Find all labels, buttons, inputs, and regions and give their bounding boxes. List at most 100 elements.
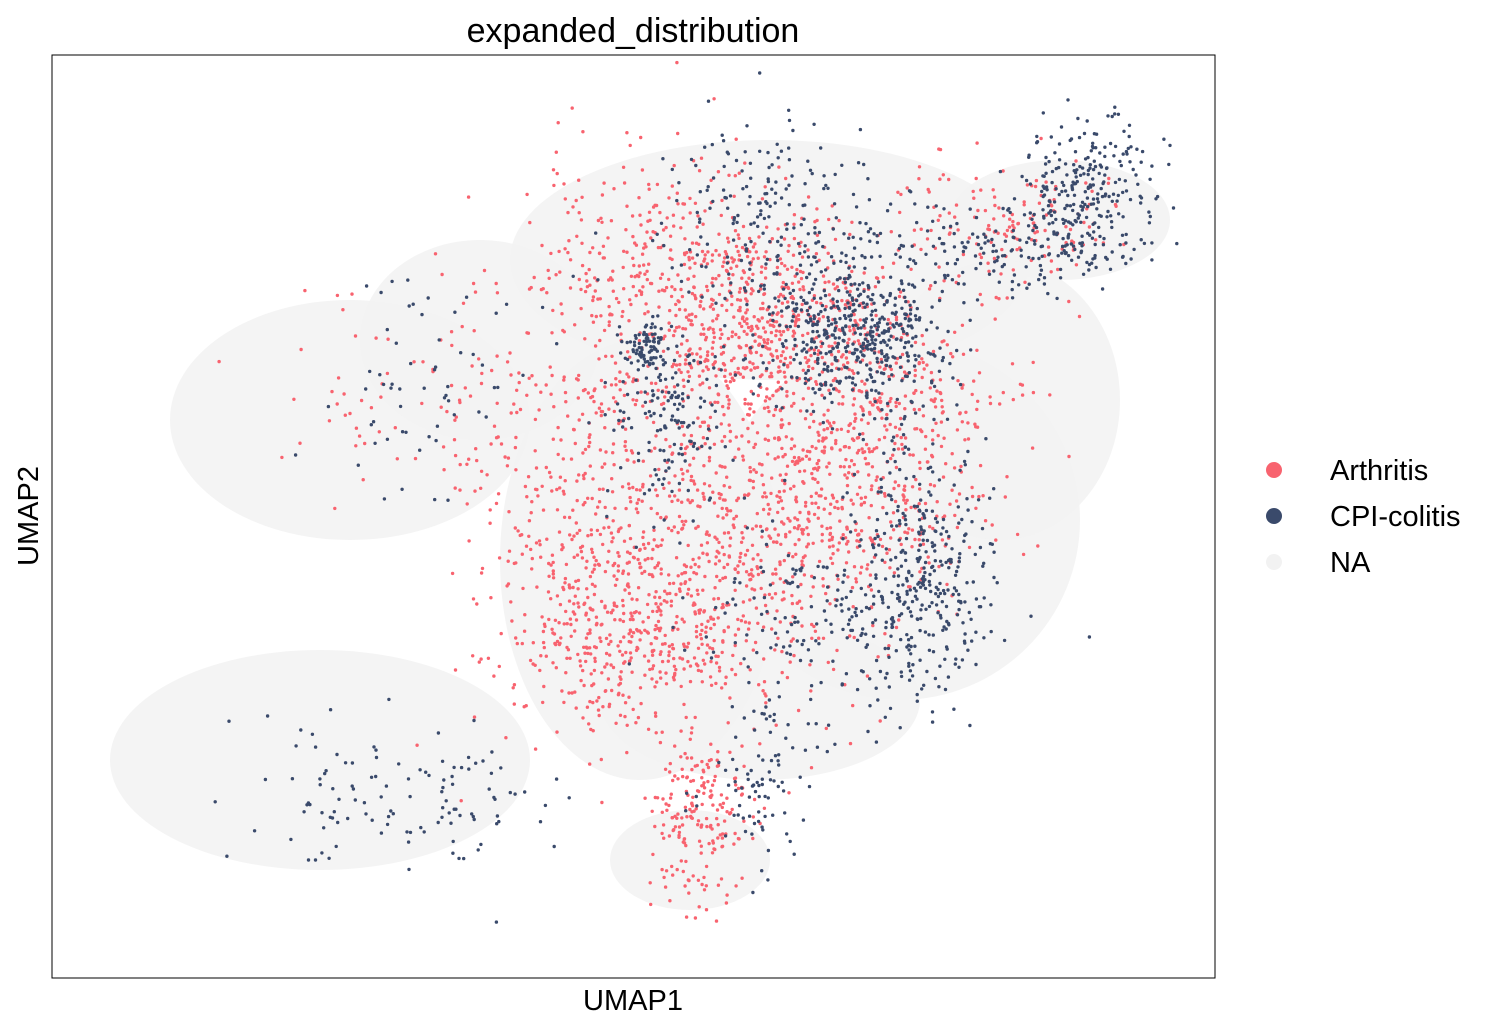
na-cell-cloud-region (360, 240, 600, 440)
arthritis-cell (556, 425, 560, 430)
arthritis-cell (636, 715, 641, 720)
cpi-colitis-cell (812, 255, 816, 259)
arthritis-cell (584, 636, 589, 640)
cpi-colitis-cell (893, 356, 897, 360)
cpi-colitis-cell (663, 458, 667, 463)
arthritis-cell (845, 483, 850, 488)
arthritis-cell (610, 540, 614, 544)
arthritis-cell (780, 520, 784, 524)
cpi-colitis-cell (932, 417, 936, 422)
cpi-colitis-cell (848, 530, 853, 534)
cpi-colitis-cell (650, 389, 655, 393)
arthritis-cell (929, 228, 933, 233)
arthritis-cell (656, 245, 661, 250)
cpi-colitis-cell (637, 341, 641, 346)
cpi-colitis-cell (984, 437, 988, 441)
arthritis-cell (1077, 314, 1082, 319)
cpi-colitis-cell (540, 305, 545, 310)
arthritis-cell (941, 410, 945, 414)
arthritis-cell (789, 446, 794, 451)
arthritis-cell (743, 353, 747, 358)
arthritis-cell (633, 402, 638, 407)
cpi-colitis-cell (961, 270, 965, 275)
arthritis-cell (646, 659, 651, 663)
cpi-colitis-cell (850, 615, 854, 619)
cpi-colitis-cell (649, 414, 653, 418)
arthritis-cell (735, 264, 739, 268)
cpi-colitis-cell (879, 477, 883, 481)
cpi-colitis-cell (634, 545, 638, 549)
arthritis-cell (697, 242, 701, 246)
arthritis-cell (835, 648, 839, 653)
arthritis-cell (662, 836, 666, 840)
cpi-colitis-cell (762, 595, 767, 600)
cpi-colitis-cell (683, 648, 687, 652)
arthritis-cell (705, 824, 709, 829)
cpi-colitis-cell (767, 770, 771, 774)
arthritis-cell (801, 368, 805, 372)
arthritis-cell (710, 647, 715, 651)
arthritis-cell (894, 318, 899, 322)
arthritis-cell (761, 625, 766, 629)
arthritis-cell (1020, 393, 1025, 397)
arthritis-cell (763, 330, 768, 334)
cpi-colitis-cell (816, 320, 820, 324)
arthritis-cell (567, 583, 571, 587)
arthritis-cell (631, 707, 635, 712)
arthritis-cell (867, 516, 871, 520)
cpi-colitis-cell (904, 558, 908, 563)
arthritis-cell (659, 602, 663, 606)
arthritis-cell (937, 147, 941, 151)
arthritis-cell (589, 533, 594, 537)
arthritis-cell (683, 884, 687, 888)
cpi-colitis-cell (459, 351, 463, 355)
arthritis-cell (830, 535, 835, 539)
cpi-colitis-cell (555, 342, 559, 346)
arthritis-cell (577, 277, 581, 282)
arthritis-cell (750, 324, 754, 329)
arthritis-cell (833, 505, 837, 510)
cpi-colitis-cell (900, 306, 904, 310)
cpi-colitis-cell (831, 346, 835, 350)
arthritis-cell (837, 389, 841, 394)
arthritis-cell (913, 373, 917, 378)
cpi-colitis-cell (864, 632, 868, 636)
arthritis-cell (562, 622, 566, 626)
arthritis-cell (760, 535, 764, 539)
cpi-colitis-cell (907, 678, 912, 682)
cpi-colitis-cell (760, 777, 764, 781)
cpi-colitis-cell (829, 255, 834, 259)
arthritis-cell (552, 405, 556, 409)
cpi-colitis-cell (1086, 204, 1090, 209)
arthritis-cell (939, 444, 944, 449)
cpi-colitis-cell (938, 346, 942, 350)
cpi-colitis-cell (1080, 244, 1084, 248)
arthritis-cell (467, 539, 471, 543)
cpi-colitis-cell (1091, 141, 1095, 145)
arthritis-cell (716, 313, 720, 318)
arthritis-cell (747, 236, 752, 241)
arthritis-cell (585, 646, 589, 650)
arthritis-cell (791, 575, 795, 579)
arthritis-cell (761, 507, 766, 512)
cpi-colitis-cell (967, 610, 971, 615)
cpi-colitis-cell (814, 241, 818, 245)
cpi-colitis-cell (906, 354, 910, 358)
cpi-colitis-cell (788, 652, 793, 657)
arthritis-cell (829, 502, 833, 506)
cpi-colitis-cell (956, 565, 960, 569)
arthritis-cell (856, 435, 861, 440)
cpi-colitis-cell (1115, 199, 1119, 203)
arthritis-cell (812, 294, 817, 298)
arthritis-cell (395, 457, 399, 461)
arthritis-cell (650, 809, 654, 813)
cpi-colitis-cell (1085, 260, 1089, 265)
cpi-colitis-cell (1088, 163, 1093, 167)
arthritis-cell (583, 601, 587, 605)
cpi-colitis-cell (809, 346, 814, 350)
arthritis-cell (724, 252, 729, 256)
arthritis-cell (706, 358, 710, 363)
cpi-colitis-cell (1029, 614, 1033, 618)
cpi-colitis-cell (397, 762, 401, 766)
arthritis-cell (743, 553, 748, 557)
